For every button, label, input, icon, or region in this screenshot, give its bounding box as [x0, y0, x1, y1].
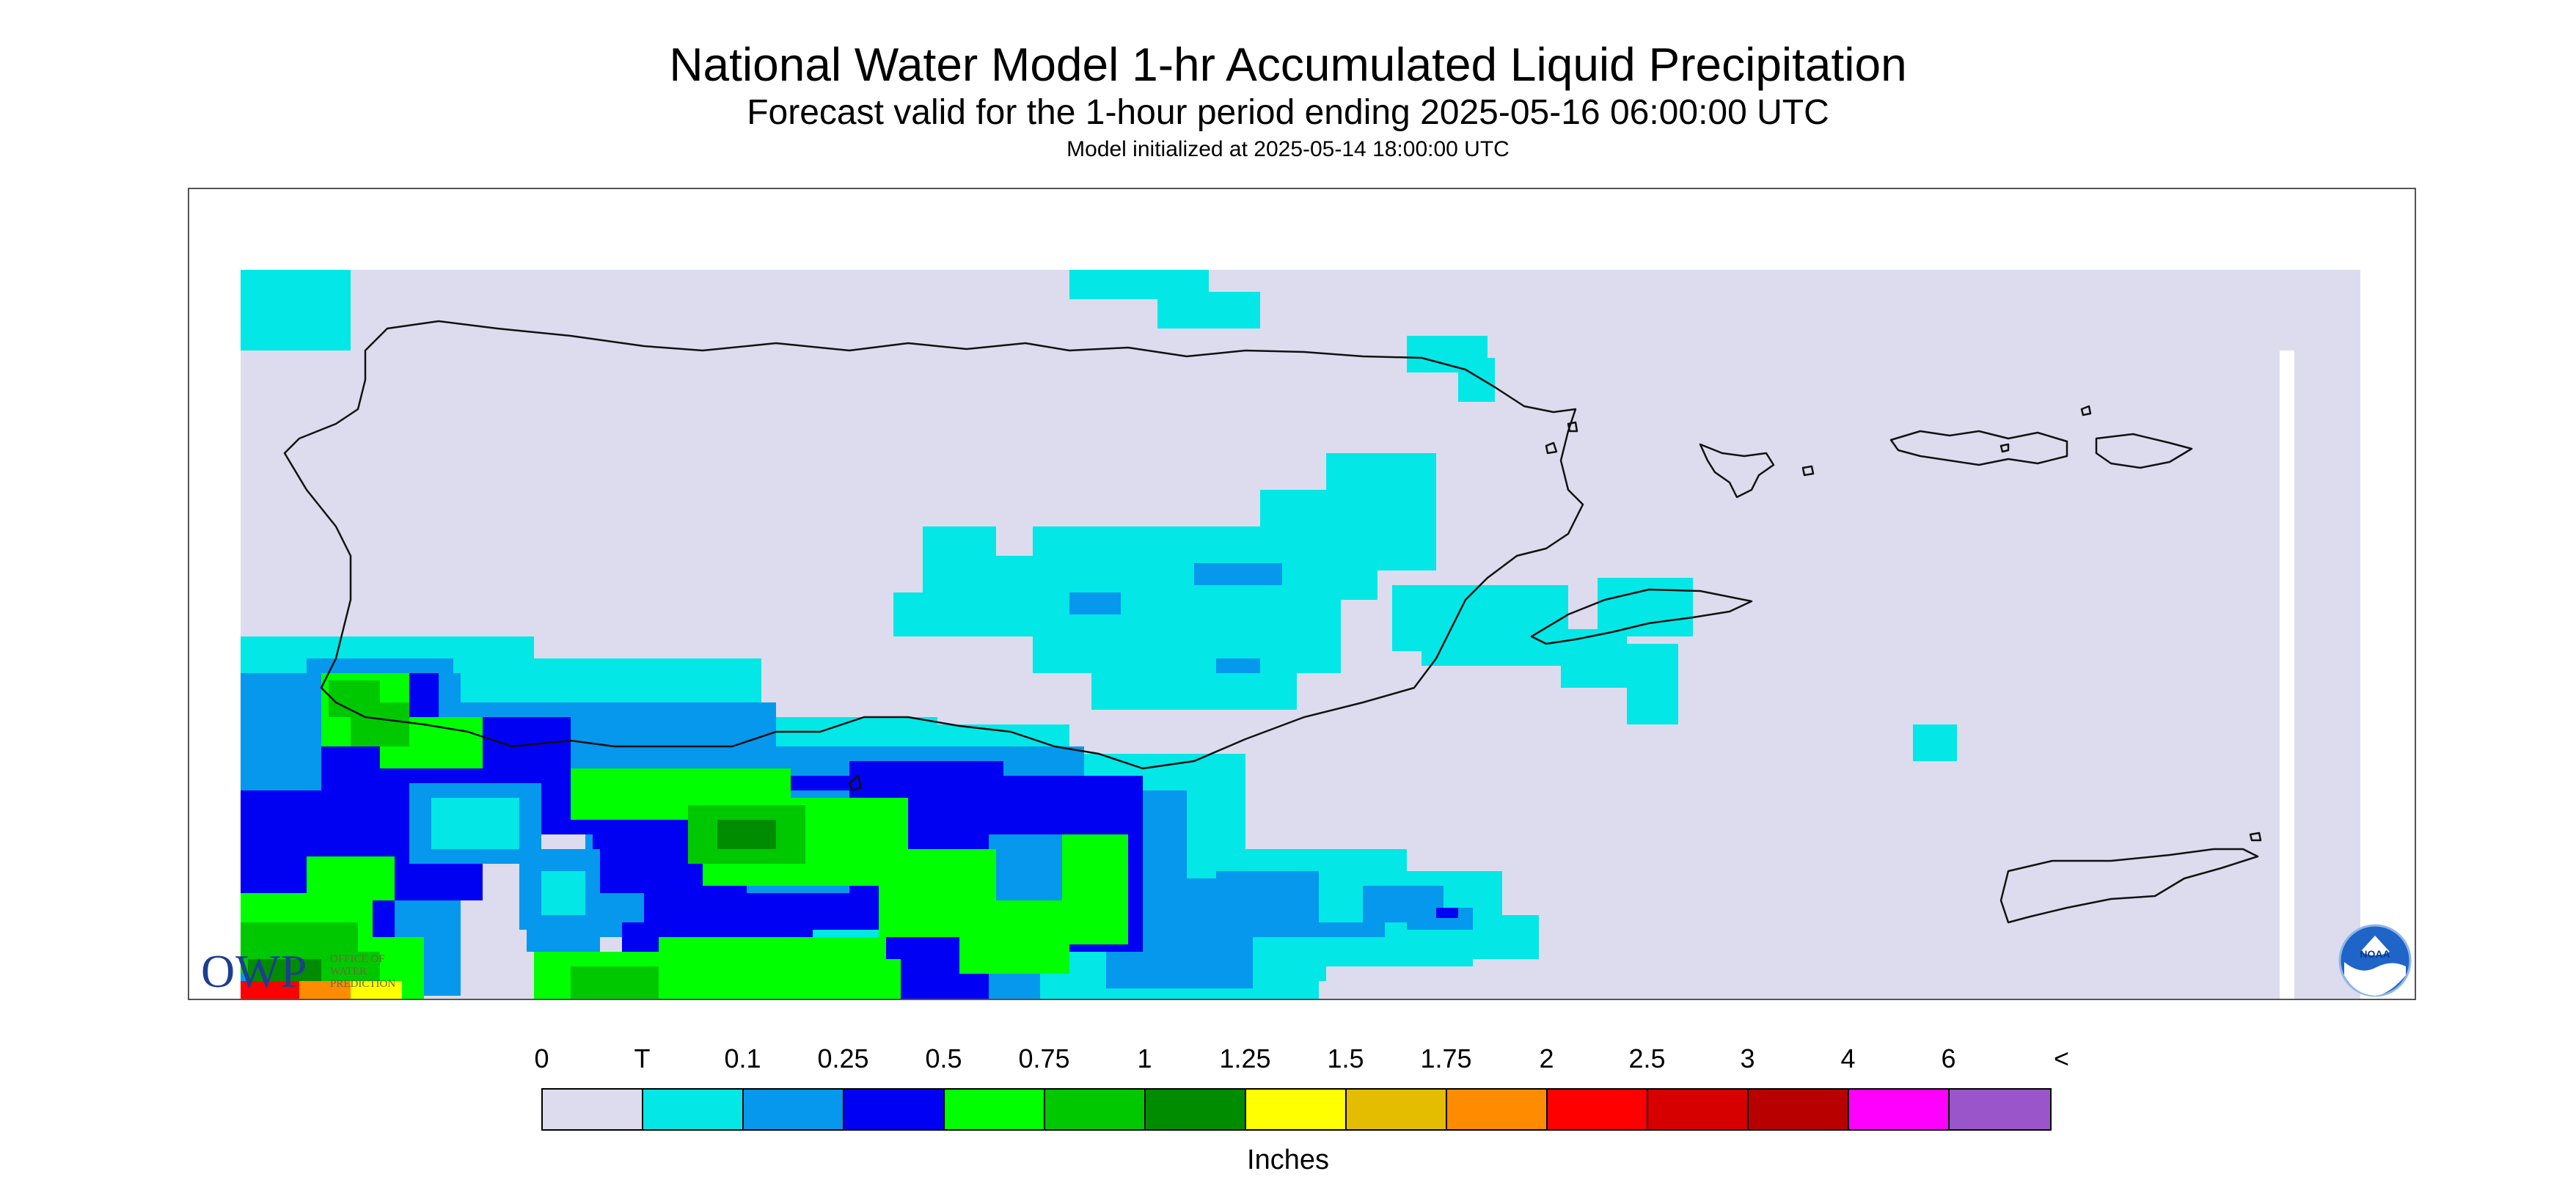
islet-1 — [1545, 441, 1558, 455]
legend-swatch — [744, 1090, 844, 1129]
legend-swatch — [1950, 1090, 2050, 1129]
precipitation-map — [241, 270, 2360, 999]
legend-swatch — [1849, 1090, 1950, 1129]
legend-swatch — [1347, 1090, 1447, 1129]
legend-swatch — [1749, 1090, 1849, 1129]
legend-swatch — [844, 1090, 945, 1129]
legend-label: 1.5 — [1327, 1043, 1364, 1073]
legend-label: 2 — [1539, 1043, 1554, 1073]
st-thomas-outline — [1889, 430, 2068, 466]
legend-label: 1 — [1137, 1043, 1152, 1073]
islet-2 — [1567, 421, 1578, 433]
coastlines — [283, 320, 2262, 924]
legend-label: 0.5 — [925, 1043, 962, 1073]
owp-small-text: OFFICE OF WATER PREDICTION — [330, 953, 396, 990]
legend-swatch — [1447, 1090, 1548, 1129]
islet-7 — [848, 774, 863, 792]
noaa-logo: NOAA — [2338, 924, 2412, 997]
islet-3 — [1801, 465, 1815, 477]
legend-colorbar — [541, 1088, 2052, 1131]
legend-swatch — [1146, 1090, 1246, 1129]
map-subtitle: Forecast valid for the 1-hour period end… — [747, 93, 1829, 132]
precip-hot-zone — [241, 981, 402, 999]
legend-swatch — [1648, 1090, 1749, 1129]
legend-label: 6 — [1941, 1043, 1956, 1073]
owp-letters: OWP — [201, 945, 308, 997]
legend-label: 0.1 — [724, 1043, 761, 1073]
legend-label: 2.5 — [1628, 1043, 1666, 1073]
map-title: National Water Model 1-hr Accumulated Li… — [669, 38, 1907, 91]
legend-swatch — [1045, 1090, 1146, 1129]
legend-label: T — [634, 1043, 651, 1073]
culebra-outline — [1699, 443, 1775, 499]
legend-swatch — [643, 1090, 744, 1129]
legend-label: 4 — [1840, 1043, 1856, 1073]
legend-label: 0 — [534, 1043, 549, 1073]
legend-label: < — [2053, 1043, 2070, 1073]
legend-label: 3 — [1740, 1043, 1755, 1073]
vieques-outline — [1530, 588, 1753, 645]
owp-logo: OWP OFFICE OF WATER PREDICTION — [201, 943, 428, 1000]
legend-label: 0.25 — [817, 1043, 869, 1073]
puerto-rico-outline — [283, 320, 1584, 770]
legend-units: Inches — [1247, 1145, 1329, 1175]
legend-label: 1.25 — [1219, 1043, 1271, 1073]
islet-4 — [2080, 405, 2092, 416]
islet-5 — [1999, 443, 2010, 453]
legend-label: 1.75 — [1420, 1043, 1472, 1073]
st-croix-outline — [1999, 848, 2259, 924]
legend-swatch — [1548, 1090, 1648, 1129]
model-init-text: Model initialized at 2025-05-14 18:00:00… — [1066, 137, 1510, 161]
legend-swatch — [945, 1090, 1045, 1129]
map-frame — [188, 188, 2416, 1000]
legend-swatch — [1246, 1090, 1347, 1129]
legend-label: 0.75 — [1018, 1043, 1070, 1073]
precip-green-zone — [241, 673, 1128, 999]
legend-swatch — [543, 1090, 643, 1129]
islet-6 — [2249, 832, 2262, 842]
noaa-text: NOAA — [2360, 948, 2390, 960]
st-john-outline — [2095, 433, 2193, 469]
legend-labels: 0 T 0.1 0.25 0.5 0.75 1 1.25 1.5 1.75 2 … — [0, 1040, 2576, 1078]
